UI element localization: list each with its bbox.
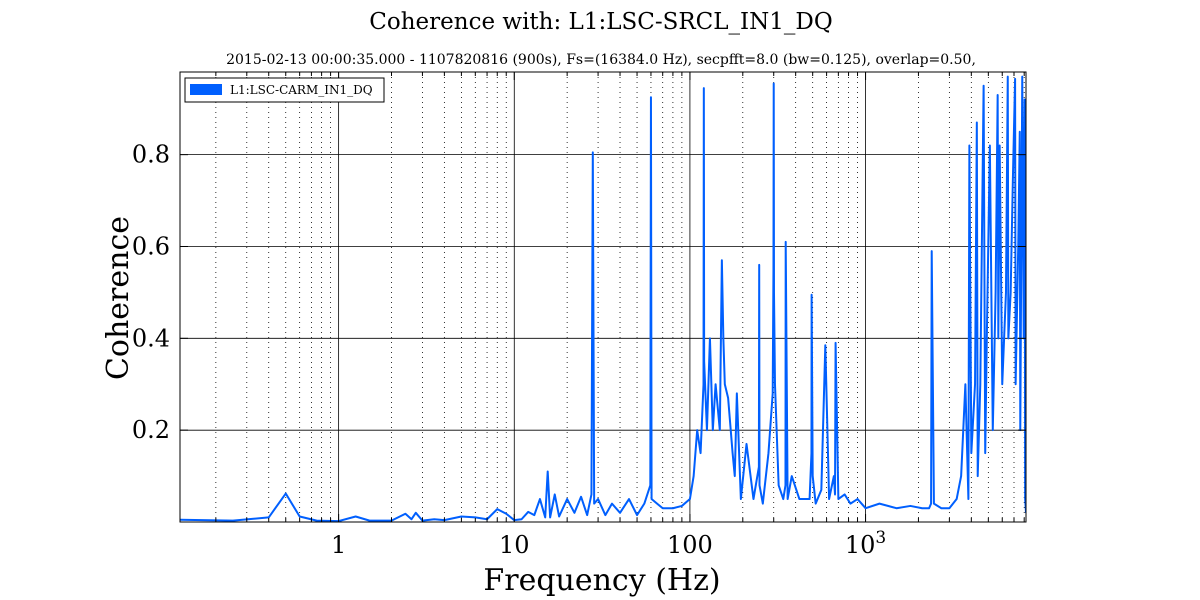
y-tick-label: 0.8 xyxy=(132,141,170,169)
x-tick-label: 100 xyxy=(667,531,713,559)
y-tick-label: 0.4 xyxy=(132,324,170,352)
x-tick-label: 10 xyxy=(499,531,530,559)
y-tick-label: 0.2 xyxy=(132,416,170,444)
axis-ticks: 1 10 100 103 0.2 0.4 0.6 0.8 xyxy=(132,72,1026,559)
x-tick-label: 103 xyxy=(845,528,886,559)
plot-area xyxy=(180,75,1026,522)
chart-subtitle: 2015-02-13 00:00:35.000 - 1107820816 (90… xyxy=(226,52,976,68)
y-tick-label: 0.6 xyxy=(132,232,170,260)
legend: L1:LSC-CARM_IN1_DQ xyxy=(184,77,385,103)
plot-frame xyxy=(179,71,1027,523)
legend-entry-label: L1:LSC-CARM_IN1_DQ xyxy=(230,83,373,97)
grid-lines xyxy=(180,72,1026,522)
series-line-0 xyxy=(180,75,1026,522)
y-axis-label: Coherence xyxy=(101,216,136,380)
legend-swatch xyxy=(190,84,222,95)
x-tick-label: 1 xyxy=(331,531,346,559)
x-axis-label: Frequency (Hz) xyxy=(483,563,720,598)
chart-title: Coherence with: L1:LSC-SRCL_IN1_DQ xyxy=(369,9,832,35)
